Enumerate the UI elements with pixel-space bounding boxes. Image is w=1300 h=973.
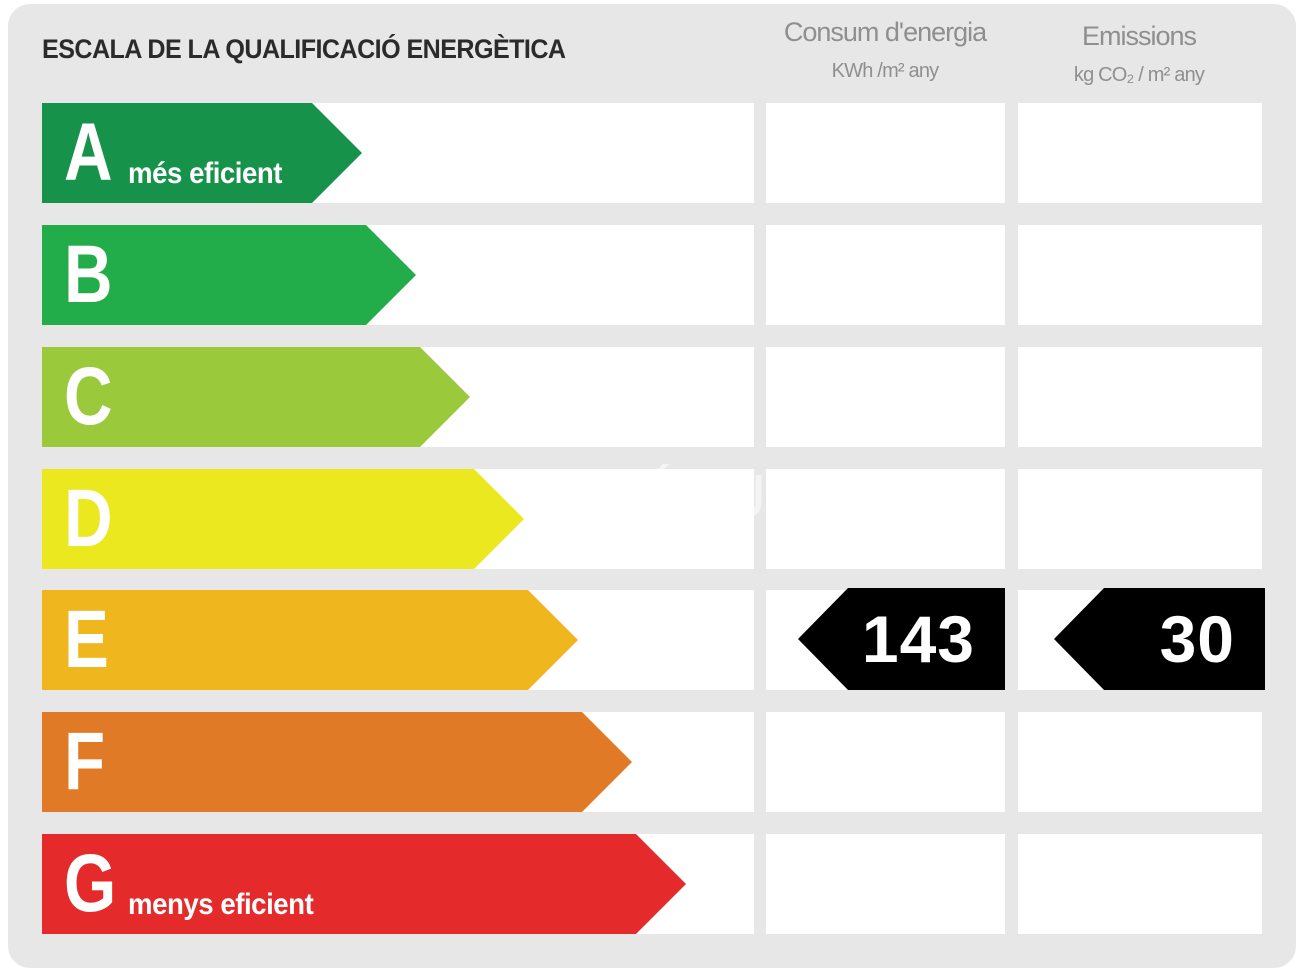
consum-cell bbox=[766, 103, 1005, 203]
rating-arrow-g: G menys eficient bbox=[42, 834, 686, 934]
rating-arrow-d: D bbox=[42, 469, 524, 569]
rating-letter: F bbox=[64, 716, 106, 807]
emissions-cell bbox=[1018, 834, 1262, 934]
rating-letter: G bbox=[64, 838, 117, 929]
consum-value-badge: 143 bbox=[798, 588, 1005, 690]
column-header-consum: Consum d'energia KWh /m² any bbox=[765, 16, 1005, 86]
rating-row-d: D bbox=[0, 469, 1300, 569]
rating-arrow-b: B bbox=[42, 225, 416, 325]
consum-cell bbox=[766, 712, 1005, 812]
emissions-cell bbox=[1018, 469, 1262, 569]
rating-letter: D bbox=[64, 473, 113, 564]
column-header-emissions: Emissions kg CO₂ / m² any bbox=[1017, 20, 1261, 90]
rating-note: menys eficient bbox=[128, 888, 314, 921]
emissions-value-badge: 30 bbox=[1054, 588, 1265, 690]
rating-row-g: G menys eficient bbox=[0, 834, 1300, 934]
consum-cell bbox=[766, 347, 1005, 447]
column-header-consum-unit: KWh /m² any bbox=[831, 60, 940, 82]
watermark: ESPÍGUL bbox=[522, 463, 805, 532]
consum-value: 143 bbox=[861, 602, 975, 676]
emissions-cell bbox=[1018, 347, 1262, 447]
rating-note: més eficient bbox=[128, 157, 283, 190]
consum-cell bbox=[766, 225, 1005, 325]
rating-arrow-f: F bbox=[42, 712, 632, 812]
column-header-emissions-unit: kg CO₂ / m² any bbox=[1073, 64, 1205, 86]
rating-arrow-e: E bbox=[42, 590, 578, 690]
column-header-emissions-label: Emissions bbox=[1081, 21, 1197, 51]
rating-letter: A bbox=[64, 107, 113, 198]
consum-cell bbox=[766, 834, 1005, 934]
emissions-cell bbox=[1018, 225, 1262, 325]
rating-arrow-a: A més eficient bbox=[42, 103, 362, 203]
rating-letter: E bbox=[64, 594, 109, 685]
label-title: ESCALA DE LA QUALIFICACIÓ ENERGÈTICA bbox=[42, 34, 566, 64]
rating-row-e: E 143 30 bbox=[0, 588, 1300, 690]
rating-letter: B bbox=[64, 229, 113, 320]
emissions-cell bbox=[1018, 103, 1262, 203]
rating-row-f: F bbox=[0, 712, 1300, 812]
emissions-value: 30 bbox=[1159, 602, 1235, 676]
emissions-cell bbox=[1018, 712, 1262, 812]
rating-row-b: B bbox=[0, 225, 1300, 325]
rating-row-c: C bbox=[0, 347, 1300, 447]
rating-letter: C bbox=[64, 351, 113, 442]
column-header-consum-label: Consum d'energia bbox=[783, 17, 987, 47]
consum-cell bbox=[766, 469, 1005, 569]
rating-row-a: A més eficient bbox=[0, 103, 1300, 203]
rating-arrow-c: C bbox=[42, 347, 470, 447]
